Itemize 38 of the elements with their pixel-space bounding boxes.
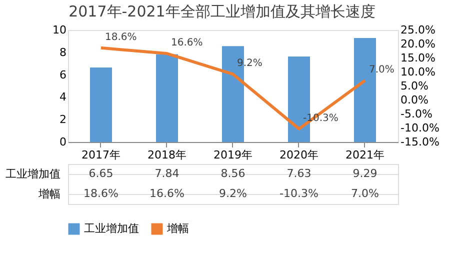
y2-tick-label: 25.0%: [400, 24, 436, 36]
data-label: 18.6%: [84, 187, 118, 200]
y2-tick-label: 20.0%: [400, 38, 436, 50]
line-series: [100, 46, 366, 130]
data-label: 7.0%: [351, 187, 379, 200]
text: 增幅: [38, 188, 60, 200]
data-label: 16.6%: [150, 187, 184, 200]
chart-title: 2017年-2021年全部工业增加值及其增长速度: [68, 2, 376, 20]
y2-tick-label: -5.0%: [400, 108, 432, 120]
y2-tick-label: 15.0%: [400, 52, 436, 64]
legend-label: 增幅: [166, 222, 189, 235]
text: 18.6%: [105, 32, 137, 43]
x-tick-label: 2020年: [280, 148, 318, 162]
data-label: 7.84: [154, 167, 180, 180]
x-tick-label: 2021年: [346, 148, 384, 162]
y2-tick-label: -15.0%: [400, 136, 440, 148]
text: 工业增加值: [6, 168, 60, 180]
data-label: 9.2%: [219, 187, 247, 200]
data-label: 6.65: [88, 167, 114, 180]
y-tick-label: 6: [60, 68, 66, 82]
legend-label: 工业增加值: [84, 222, 139, 235]
x-tick-label: 2018年: [148, 148, 186, 162]
y-tick-label: 2: [60, 113, 66, 126]
y2-tick-label: 0.0%: [400, 94, 428, 106]
x-tick-label: 2019年: [214, 148, 252, 162]
data-label: 7.63: [286, 167, 312, 180]
y-tick-label: 0: [60, 136, 66, 148]
y-tick-label: 4: [60, 90, 66, 104]
y2-tick-label: 5.0%: [400, 80, 428, 92]
y2-tick-label: 10.0%: [400, 66, 436, 78]
data-label: -10.3%: [280, 187, 318, 200]
y-tick-label: 10: [52, 24, 66, 36]
x-tick-label: 2017年: [82, 148, 120, 162]
text: 16.6%: [171, 38, 203, 49]
y-tick-label: 8: [60, 46, 66, 59]
data-label: 9.29: [352, 167, 378, 180]
y2-tick-label: -10.0%: [400, 122, 440, 134]
data-label: 8.56: [220, 167, 246, 180]
